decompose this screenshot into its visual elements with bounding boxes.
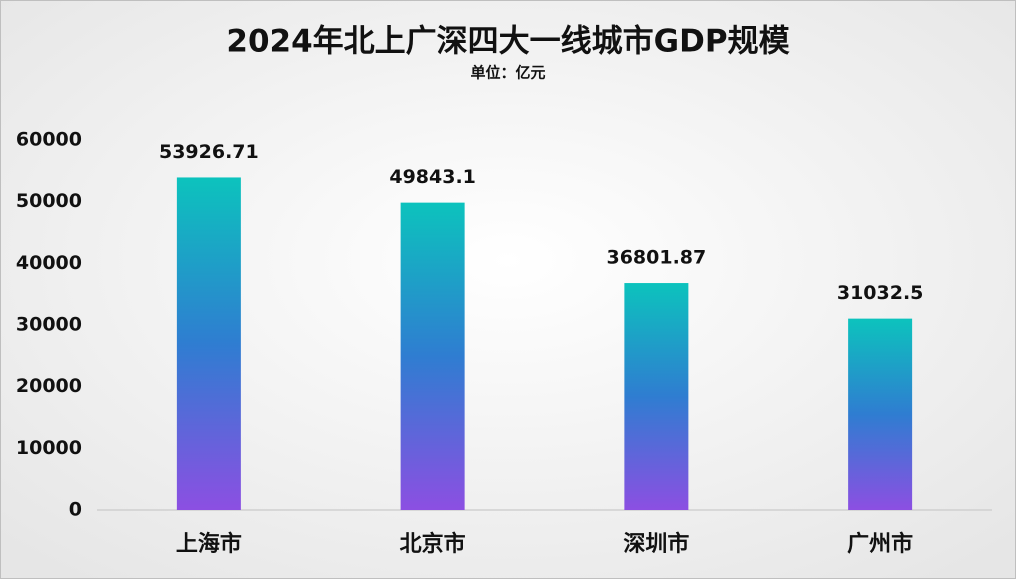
x-tick-label: 北京市 — [400, 531, 466, 557]
bar — [176, 177, 241, 510]
chart-title: 2024年北上广深四大一线城市GDP规模 — [226, 24, 789, 60]
chart-subtitle: 单位：亿元 — [470, 64, 545, 82]
bar — [400, 202, 465, 510]
y-tick-label: 0 — [69, 499, 82, 521]
y-tick-label: 50000 — [16, 190, 82, 212]
bar — [848, 318, 913, 510]
y-tick-label: 60000 — [16, 129, 82, 151]
y-tick-label: 10000 — [16, 437, 82, 459]
bar — [624, 283, 689, 510]
x-tick-label: 上海市 — [176, 531, 242, 557]
y-tick-label: 20000 — [16, 375, 82, 397]
x-tick-label: 广州市 — [847, 531, 913, 557]
value-label: 31032.5 — [837, 282, 924, 304]
y-tick-label: 30000 — [16, 314, 82, 336]
value-label: 49843.1 — [389, 166, 476, 188]
y-tick-label: 40000 — [16, 252, 82, 274]
value-label: 36801.87 — [606, 247, 706, 269]
x-tick-label: 深圳市 — [623, 531, 689, 557]
value-label: 53926.71 — [159, 141, 259, 163]
